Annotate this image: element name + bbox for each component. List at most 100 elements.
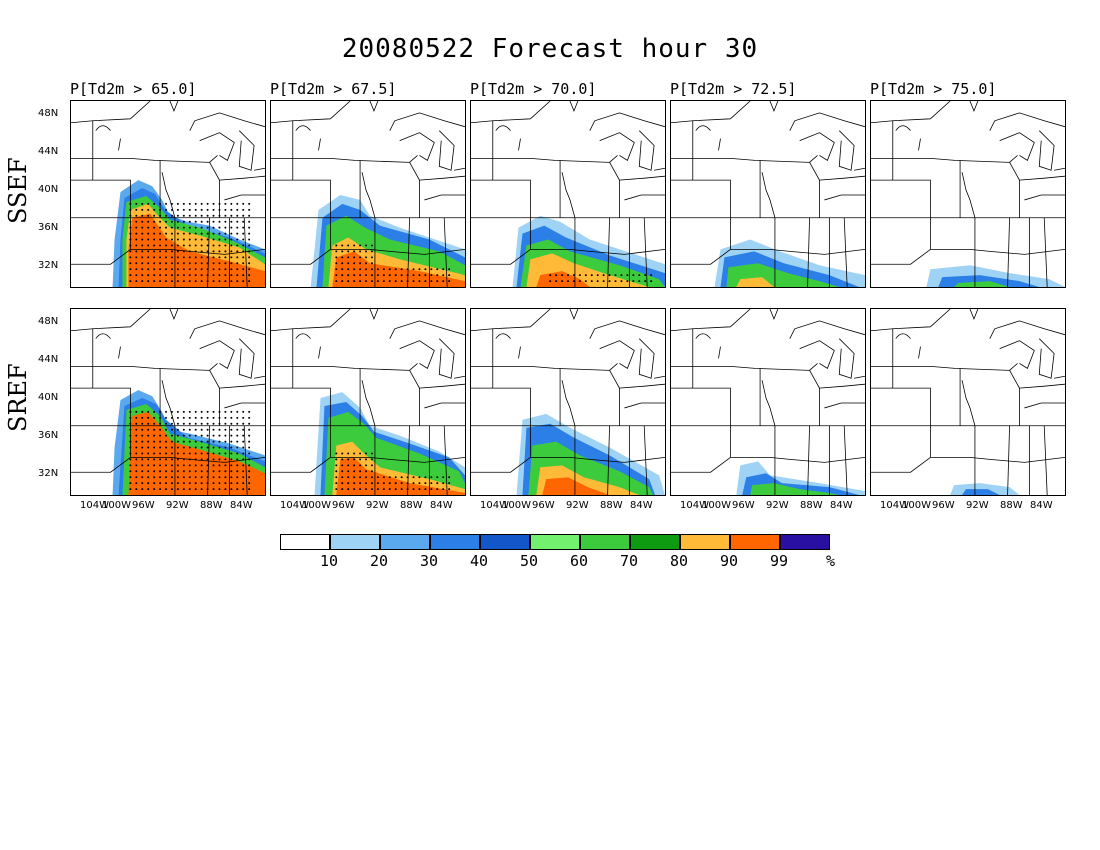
state-boundary [918, 138, 921, 151]
longitude-label: 100W [502, 500, 531, 511]
state-boundary [161, 380, 176, 426]
state-boundary [271, 155, 418, 163]
probability-shading [542, 477, 610, 495]
state-boundary [419, 175, 465, 181]
state-boundary [518, 346, 521, 359]
state-boundary [369, 309, 379, 320]
state-boundary [424, 402, 465, 409]
map-panel [270, 308, 466, 496]
state-boundary [443, 425, 448, 495]
state-boundary [838, 338, 855, 379]
state-boundary [819, 383, 865, 389]
state-boundary [671, 101, 751, 124]
state-boundary [999, 132, 1035, 161]
state-boundary [718, 138, 721, 151]
colorbar-label: 40 [470, 552, 489, 570]
longitude-label: 88W [1000, 500, 1023, 511]
longitude-label: 104W [280, 500, 309, 511]
state-boundary [1019, 383, 1065, 389]
longitude-label: 96W [332, 500, 355, 511]
colorbar-swatch [680, 534, 730, 550]
colorbar-swatch [430, 534, 480, 550]
state-boundary [1024, 194, 1065, 201]
state-boundary [492, 328, 531, 418]
state-boundary [92, 328, 131, 418]
longitude-label: 84W [230, 500, 253, 511]
state-boundary [819, 175, 865, 181]
state-boundary [809, 370, 820, 426]
state-boundary [809, 162, 820, 218]
state-boundary [999, 340, 1035, 369]
colorbar-label: % [826, 552, 836, 570]
state-boundary [761, 172, 776, 218]
latitude-label: 40N [38, 392, 59, 403]
probability-shading [336, 457, 465, 495]
state-boundary [789, 320, 865, 339]
state-boundary [318, 138, 321, 151]
state-boundary [843, 425, 848, 495]
state-boundary [518, 138, 521, 151]
state-boundary [871, 363, 1018, 371]
probability-shading [750, 483, 840, 495]
longitude-label: 92W [566, 500, 589, 511]
state-boundary [695, 333, 711, 339]
panel-column-title: P[Td2m > 65.0] [70, 80, 197, 98]
state-boundary [607, 425, 610, 495]
row-label-ssef: SSEF [4, 157, 32, 224]
state-boundary [1007, 425, 1010, 495]
state-boundary [799, 132, 835, 161]
state-boundary [409, 370, 420, 426]
state-boundary [807, 425, 810, 495]
state-boundary [438, 130, 455, 171]
state-boundary [892, 328, 931, 418]
state-boundary [271, 249, 331, 265]
state-boundary [361, 380, 376, 426]
longitude-label: 104W [880, 500, 909, 511]
colorbar-swatch [780, 534, 830, 550]
state-boundary [271, 457, 331, 473]
state-boundary [207, 217, 210, 287]
state-boundary [589, 320, 665, 339]
state-boundary [671, 457, 731, 473]
state-boundary [871, 249, 931, 265]
state-boundary [407, 425, 410, 495]
colorbar-label: 99 [770, 552, 789, 570]
latitude-label: 32N [38, 260, 59, 271]
map-panel [670, 100, 866, 288]
panel-column-title: P[Td2m > 72.5] [670, 80, 797, 98]
probability-shading [736, 277, 774, 287]
longitude-label: 84W [830, 500, 853, 511]
state-boundary [838, 130, 855, 171]
probability-shading [128, 411, 265, 495]
colorbar-swatch [330, 534, 380, 550]
state-boundary [895, 333, 911, 339]
state-boundary [930, 249, 1065, 255]
state-boundary [854, 375, 865, 379]
longitude-label: 92W [166, 500, 189, 511]
state-boundary [654, 167, 665, 171]
colorbar-swatch [730, 534, 780, 550]
colorbar-label: 50 [520, 552, 539, 570]
map-panel [270, 100, 466, 288]
colorbar-swatch [480, 534, 530, 550]
state-boundary [295, 333, 311, 339]
longitude-label: 84W [430, 500, 453, 511]
state-boundary [1009, 162, 1020, 218]
state-boundary [654, 375, 665, 379]
longitude-label: 96W [132, 500, 155, 511]
state-boundary [692, 328, 731, 418]
state-boundary [843, 217, 848, 287]
state-boundary [807, 217, 810, 287]
longitude-label: 92W [766, 500, 789, 511]
state-boundary [471, 309, 551, 332]
state-boundary [71, 249, 131, 265]
state-boundary [95, 125, 111, 131]
state-boundary [224, 194, 265, 201]
state-boundary [671, 249, 731, 265]
state-boundary [609, 370, 620, 426]
colorbar-label: 20 [370, 552, 389, 570]
probability-shading [962, 489, 1000, 495]
state-boundary [271, 363, 418, 371]
state-boundary [895, 125, 911, 131]
state-boundary [989, 320, 1065, 339]
